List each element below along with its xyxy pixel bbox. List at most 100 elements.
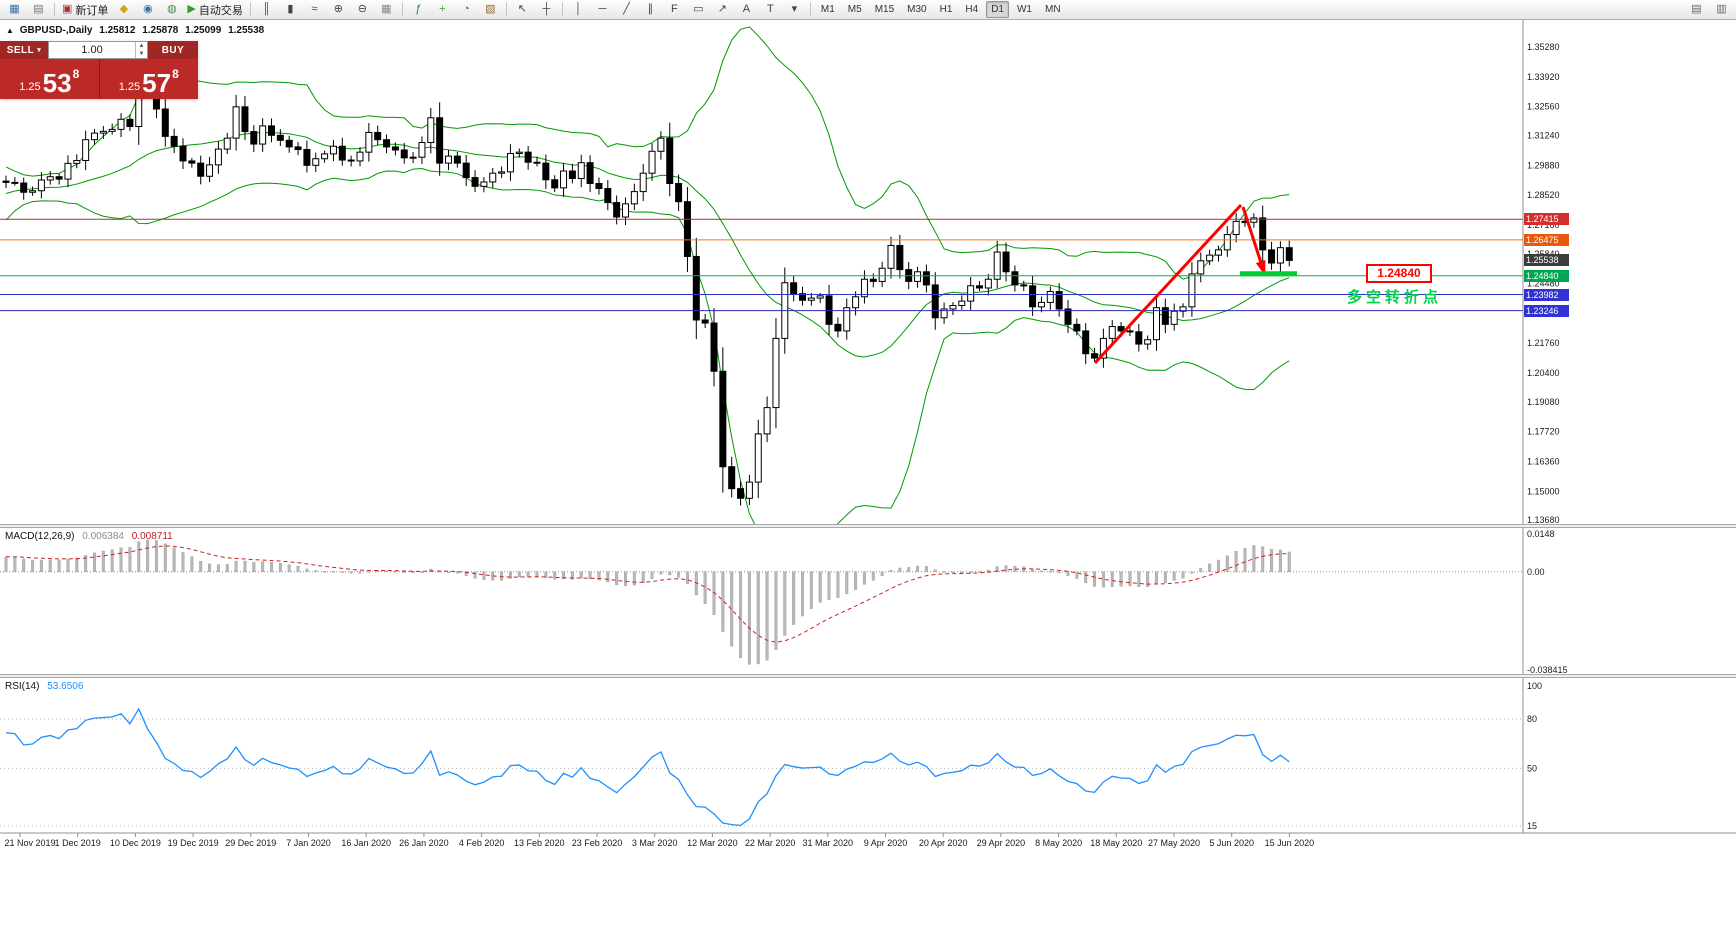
sell-price-button[interactable]: 1.25 53 8 (0, 59, 99, 99)
crosshair-tool-button[interactable]: ┼ (535, 0, 558, 19)
sell-mode-button[interactable]: SELL ▾ (0, 41, 48, 59)
toolbar-extra-1-icon: ▤ (1691, 3, 1702, 15)
svg-text:1.24480: 1.24480 (1527, 279, 1560, 289)
timeframe-mn-button[interactable]: MN (1044, 4, 1061, 15)
data-window-button[interactable]: ◉ (136, 0, 159, 19)
tile-windows-button[interactable]: ▦ (375, 0, 398, 19)
tile-windows-icon: ▦ (381, 3, 392, 15)
svg-text:1.19080: 1.19080 (1527, 397, 1560, 407)
rsi-value: 53.6506 (47, 681, 84, 692)
sell-price-frac: 8 (72, 67, 80, 81)
new-chart-button[interactable]: ▦ (3, 0, 26, 19)
buy-mode-button[interactable]: BUY (148, 41, 198, 59)
arrows-tool-button[interactable]: ↗ (711, 0, 734, 19)
ohlc-low: 1.25099 (185, 25, 222, 36)
toolbar-separator (249, 3, 251, 16)
zoom-out-icon: ⊖ (357, 3, 367, 15)
svg-text:0.00: 0.00 (1527, 567, 1545, 577)
candlestick-mode-button[interactable]: ▮ (279, 0, 302, 19)
volume-stepper[interactable]: ▲ ▼ (135, 42, 147, 58)
crosshair-tool-icon: ┼ (542, 3, 551, 15)
channel-tool-button[interactable]: ∥ (639, 0, 662, 19)
trendline-tool-icon: ╱ (623, 3, 630, 15)
timeframe-d1-button[interactable]: D1 (986, 1, 1009, 18)
new-chart-icon: ▦ (9, 3, 20, 15)
panel-separator-rsi[interactable] (0, 674, 1736, 678)
shapes-tool-icon: ▭ (693, 3, 704, 15)
svg-text:1.16360: 1.16360 (1527, 456, 1560, 466)
bar-chart-mode-icon: ║ (262, 3, 271, 15)
chart-profiles-button[interactable]: ▤ (27, 0, 50, 19)
navigator-button[interactable]: ◍ (160, 0, 183, 19)
svg-text:1.17720: 1.17720 (1527, 427, 1560, 437)
ohlc-high: 1.25878 (142, 25, 179, 36)
bar-chart-mode-button[interactable]: ║ (255, 0, 278, 19)
toolbar-extra-2-icon: ▥ (1716, 3, 1727, 15)
buy-price-major: 1.25 (118, 81, 141, 93)
draw-more-icon: ▾ (791, 3, 798, 15)
svg-text:0.0148: 0.0148 (1527, 529, 1555, 539)
svg-text:1.25840: 1.25840 (1527, 249, 1560, 259)
trendline-tool-button[interactable]: ╱ (615, 0, 638, 19)
volume-input[interactable]: 1.00 ▲ ▼ (48, 41, 148, 59)
draw-more-button[interactable]: ▾ (783, 0, 806, 19)
vline-tool-button[interactable]: │ (567, 0, 590, 19)
chart-profiles-icon: ▤ (33, 3, 44, 15)
toolbar-separator (505, 3, 507, 16)
svg-text:3 Mar 2020: 3 Mar 2020 (632, 838, 678, 848)
svg-text:1 Dec 2019: 1 Dec 2019 (55, 838, 101, 848)
new-order-button[interactable]: ▣ 新订单 (59, 0, 111, 19)
timeframe-w1-button[interactable]: W1 (1016, 4, 1032, 15)
market-watch-button[interactable]: ◆ (112, 0, 135, 19)
time-axis[interactable] (0, 833, 1568, 855)
hline-tool-button[interactable]: ─ (591, 0, 614, 19)
templates-button[interactable]: ▧ (479, 0, 502, 19)
add-indicator-icon: + (439, 3, 446, 15)
buy-price-button[interactable]: 1.25 57 8 (99, 59, 198, 99)
timeframe-m5-button[interactable]: M5 (847, 4, 862, 15)
stepper-up-icon[interactable]: ▲ (138, 43, 145, 49)
volume-value: 1.00 (81, 44, 103, 56)
text-label-tool-button[interactable]: T (759, 0, 782, 19)
autotrading-label: 自动交易 (198, 4, 243, 17)
svg-text:1.15000: 1.15000 (1527, 486, 1560, 496)
panel-separator-macd[interactable] (0, 524, 1736, 528)
svg-text:5 Jun 2020: 5 Jun 2020 (1209, 838, 1254, 848)
timeframe-m1-button[interactable]: M1 (820, 4, 835, 15)
periods-button[interactable]: ◔ (455, 0, 478, 19)
shapes-tool-button[interactable]: ▭ (687, 0, 710, 19)
collapse-triangle-icon[interactable]: ▲ (6, 26, 14, 35)
timeframe-m30-button[interactable]: M30 (907, 4, 927, 15)
stepper-down-icon[interactable]: ▼ (138, 51, 145, 57)
autotrading-button[interactable]: ▶ 自动交易 (184, 0, 245, 19)
chart-canvas[interactable]: 1.35280 1.33920 1.32560 1.31240 1.29880 1.285… (0, 20, 1736, 855)
indicators-list-button[interactable]: ƒ (407, 0, 430, 19)
toolbar-extra-2-button[interactable]: ▥ (1710, 0, 1733, 19)
zoom-in-button[interactable]: ⊕ (327, 0, 350, 19)
svg-text:1.33920: 1.33920 (1527, 72, 1560, 82)
timeframe-h1-button[interactable]: H1 (939, 4, 953, 15)
cursor-tool-button[interactable]: ↖ (511, 0, 534, 19)
timeframe-h4-button[interactable]: H4 (965, 4, 979, 15)
fibonacci-tool-button[interactable]: F (663, 0, 686, 19)
channel-tool-icon: ∥ (647, 3, 654, 15)
add-indicator-button[interactable]: + (431, 0, 454, 19)
svg-text:1.32560: 1.32560 (1527, 102, 1560, 112)
price-tag-1.25538: 1.25538 (1524, 254, 1569, 267)
zoom-in-icon: ⊕ (333, 3, 343, 15)
svg-text:1.28520: 1.28520 (1527, 190, 1560, 200)
timeframe-m15-button[interactable]: M15 (874, 4, 895, 15)
zoom-out-button[interactable]: ⊖ (351, 0, 374, 19)
toolbar-separator (401, 3, 403, 16)
line-chart-mode-button[interactable]: ≈ (303, 0, 326, 19)
svg-text:19 Dec 2019: 19 Dec 2019 (168, 838, 219, 848)
sell-label: SELL (6, 44, 35, 56)
toolbar-extra-1-button[interactable]: ▤ (1685, 0, 1708, 19)
svg-text:1.13680: 1.13680 (1527, 515, 1560, 525)
text-tool-button[interactable]: A (735, 0, 758, 19)
price-axis[interactable] (1523, 20, 1568, 833)
new-order-label: 新订单 (75, 4, 109, 17)
fibonacci-tool-icon: F (671, 3, 678, 15)
chevron-down-icon: ▾ (37, 47, 42, 54)
svg-text:7 Jan 2020: 7 Jan 2020 (286, 838, 331, 848)
